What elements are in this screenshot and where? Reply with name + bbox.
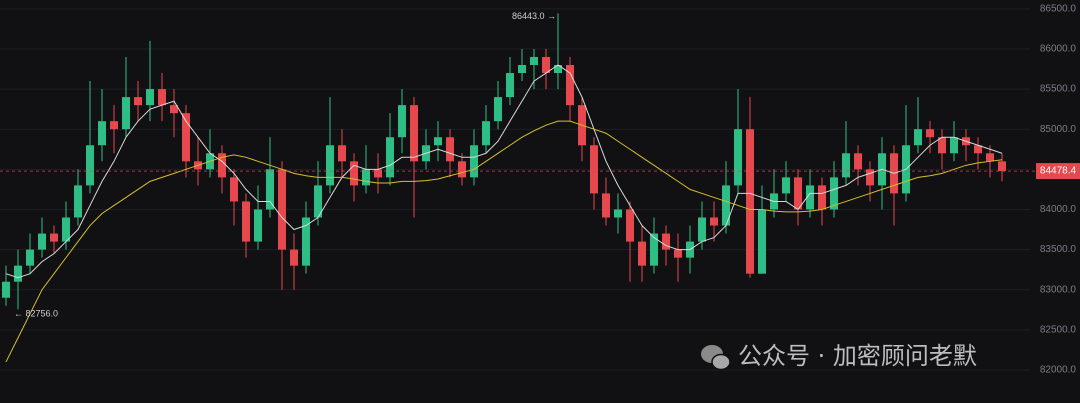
- candle-body: [398, 105, 406, 138]
- candle-body: [338, 145, 346, 162]
- y-tick-label: 86000.0: [1040, 44, 1077, 55]
- candle-body: [218, 153, 226, 178]
- candle-body: [386, 137, 394, 178]
- low-label: ← 82756.0: [14, 309, 58, 319]
- moving-average: [5, 120, 1003, 363]
- candle-body: [62, 217, 70, 242]
- candle-body: [650, 233, 658, 266]
- y-tick-label: 83500.0: [1040, 244, 1077, 255]
- candle-body: [626, 209, 634, 242]
- candle-body: [230, 177, 238, 202]
- candle-body: [266, 169, 274, 210]
- candle-body: [614, 209, 622, 218]
- candle-body: [674, 249, 682, 258]
- candle-body: [446, 137, 454, 162]
- candle-body: [998, 161, 1006, 172]
- candle-body: [842, 153, 850, 178]
- y-tick-label: 82500.0: [1040, 324, 1077, 335]
- y-tick-label: 86500.0: [1040, 3, 1077, 14]
- candle-body: [698, 217, 706, 242]
- candle-body: [710, 217, 718, 226]
- candle-body: [506, 73, 514, 98]
- candle-body: [278, 169, 286, 250]
- candle-body: [746, 129, 754, 274]
- candle-body: [146, 89, 154, 106]
- candle-body: [806, 185, 814, 210]
- candle-body: [110, 121, 118, 130]
- candle-body: [782, 177, 790, 194]
- wechat-icon: [701, 345, 731, 371]
- candle-body: [974, 145, 982, 154]
- candle-body: [986, 153, 994, 162]
- candle-body: [14, 265, 22, 282]
- candle-body: [374, 169, 382, 178]
- candle-body: [662, 233, 670, 250]
- candle-body: [926, 129, 934, 138]
- candle-body: [26, 249, 34, 266]
- candle-body: [314, 185, 322, 218]
- candle-body: [254, 209, 262, 242]
- candle-body: [470, 145, 478, 178]
- candle-body: [38, 233, 46, 250]
- candle-body: [854, 153, 862, 170]
- high-label: 86443.0 →: [512, 11, 556, 21]
- candle-body: [494, 97, 502, 122]
- candle-body: [182, 113, 190, 162]
- candle-body: [554, 64, 562, 74]
- candle-body: [170, 105, 178, 114]
- candle-body: [410, 105, 418, 162]
- candle-body: [590, 145, 598, 194]
- y-tick-label: 84000.0: [1040, 204, 1077, 215]
- candle-body: [434, 137, 442, 146]
- candle-body: [914, 129, 922, 146]
- candle-body: [50, 233, 58, 242]
- candle-body: [326, 145, 334, 186]
- moving-average: [5, 64, 1003, 279]
- watermark: 公众号 · 加密顾问老默: [738, 342, 977, 370]
- candle-body: [722, 185, 730, 226]
- candle-body: [134, 97, 142, 106]
- candle-body: [530, 56, 538, 65]
- candle-body: [638, 241, 646, 266]
- candle-body: [122, 97, 130, 130]
- candle-body: [818, 185, 826, 210]
- candle-body: [734, 129, 742, 186]
- candle-body: [758, 209, 766, 274]
- candle-body: [866, 169, 874, 186]
- candle-body: [518, 64, 526, 74]
- last-price-label: 84478.4: [1040, 166, 1077, 177]
- candle-body: [242, 201, 250, 242]
- y-tick-label: 85000.0: [1040, 124, 1077, 135]
- candle-body: [566, 64, 574, 106]
- candle-body: [86, 145, 94, 186]
- candle-body: [74, 185, 82, 218]
- candle-body: [938, 137, 946, 154]
- candle-body: [290, 249, 298, 266]
- candle-body: [482, 121, 490, 146]
- candle-body: [362, 169, 370, 186]
- candle-body: [794, 177, 802, 210]
- candle-body: [542, 56, 550, 74]
- candle-body: [98, 121, 106, 146]
- candle-body: [158, 89, 166, 106]
- candle-body: [830, 177, 838, 210]
- candle-body: [458, 161, 466, 178]
- y-tick-label: 82000.0: [1040, 365, 1077, 376]
- candle-body: [602, 193, 610, 218]
- candle-body: [950, 137, 958, 154]
- y-tick-label: 85500.0: [1040, 84, 1077, 95]
- candle-body: [302, 217, 310, 266]
- candle-body: [350, 161, 358, 186]
- candle-body: [2, 281, 10, 298]
- y-tick-label: 83000.0: [1040, 284, 1077, 295]
- last-price-box: [1036, 163, 1080, 180]
